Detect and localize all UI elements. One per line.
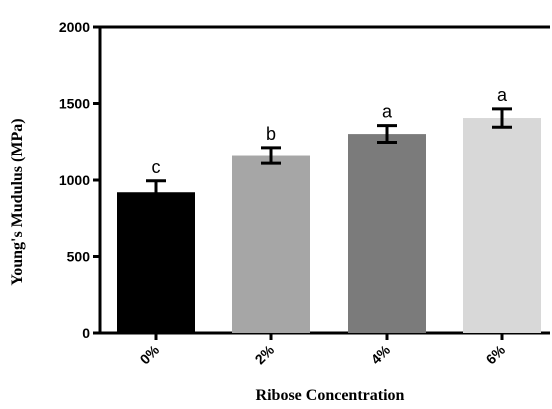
x-axis-title: Ribose Concentration — [256, 387, 405, 404]
significance-label: b — [266, 124, 276, 144]
x-tick-label: 4% — [367, 341, 393, 367]
bar — [463, 118, 541, 333]
x-axis: 0% 2% 4% 6% — [100, 331, 550, 367]
significance-label: a — [497, 85, 508, 105]
y-tick-label: 1000 — [59, 172, 90, 188]
significance-label: c — [152, 157, 161, 177]
y-tick-label: 2000 — [59, 19, 90, 35]
y-axis-title: Young's Mudulus (MPa) — [9, 118, 26, 285]
y-tick-label: 500 — [67, 249, 91, 265]
bars-group: c b a a — [117, 85, 541, 333]
x-tick-label: 6% — [482, 341, 508, 367]
bar — [348, 134, 426, 333]
bar — [117, 192, 195, 333]
y-tick-label: 1500 — [59, 96, 90, 112]
bar — [232, 155, 310, 333]
significance-label: a — [382, 102, 393, 122]
y-axis: 0 500 1000 1500 2000 — [59, 19, 550, 341]
x-tick-label: 0% — [136, 341, 162, 367]
x-tick-label: 2% — [251, 341, 277, 367]
y-tick-label: 0 — [82, 325, 90, 341]
